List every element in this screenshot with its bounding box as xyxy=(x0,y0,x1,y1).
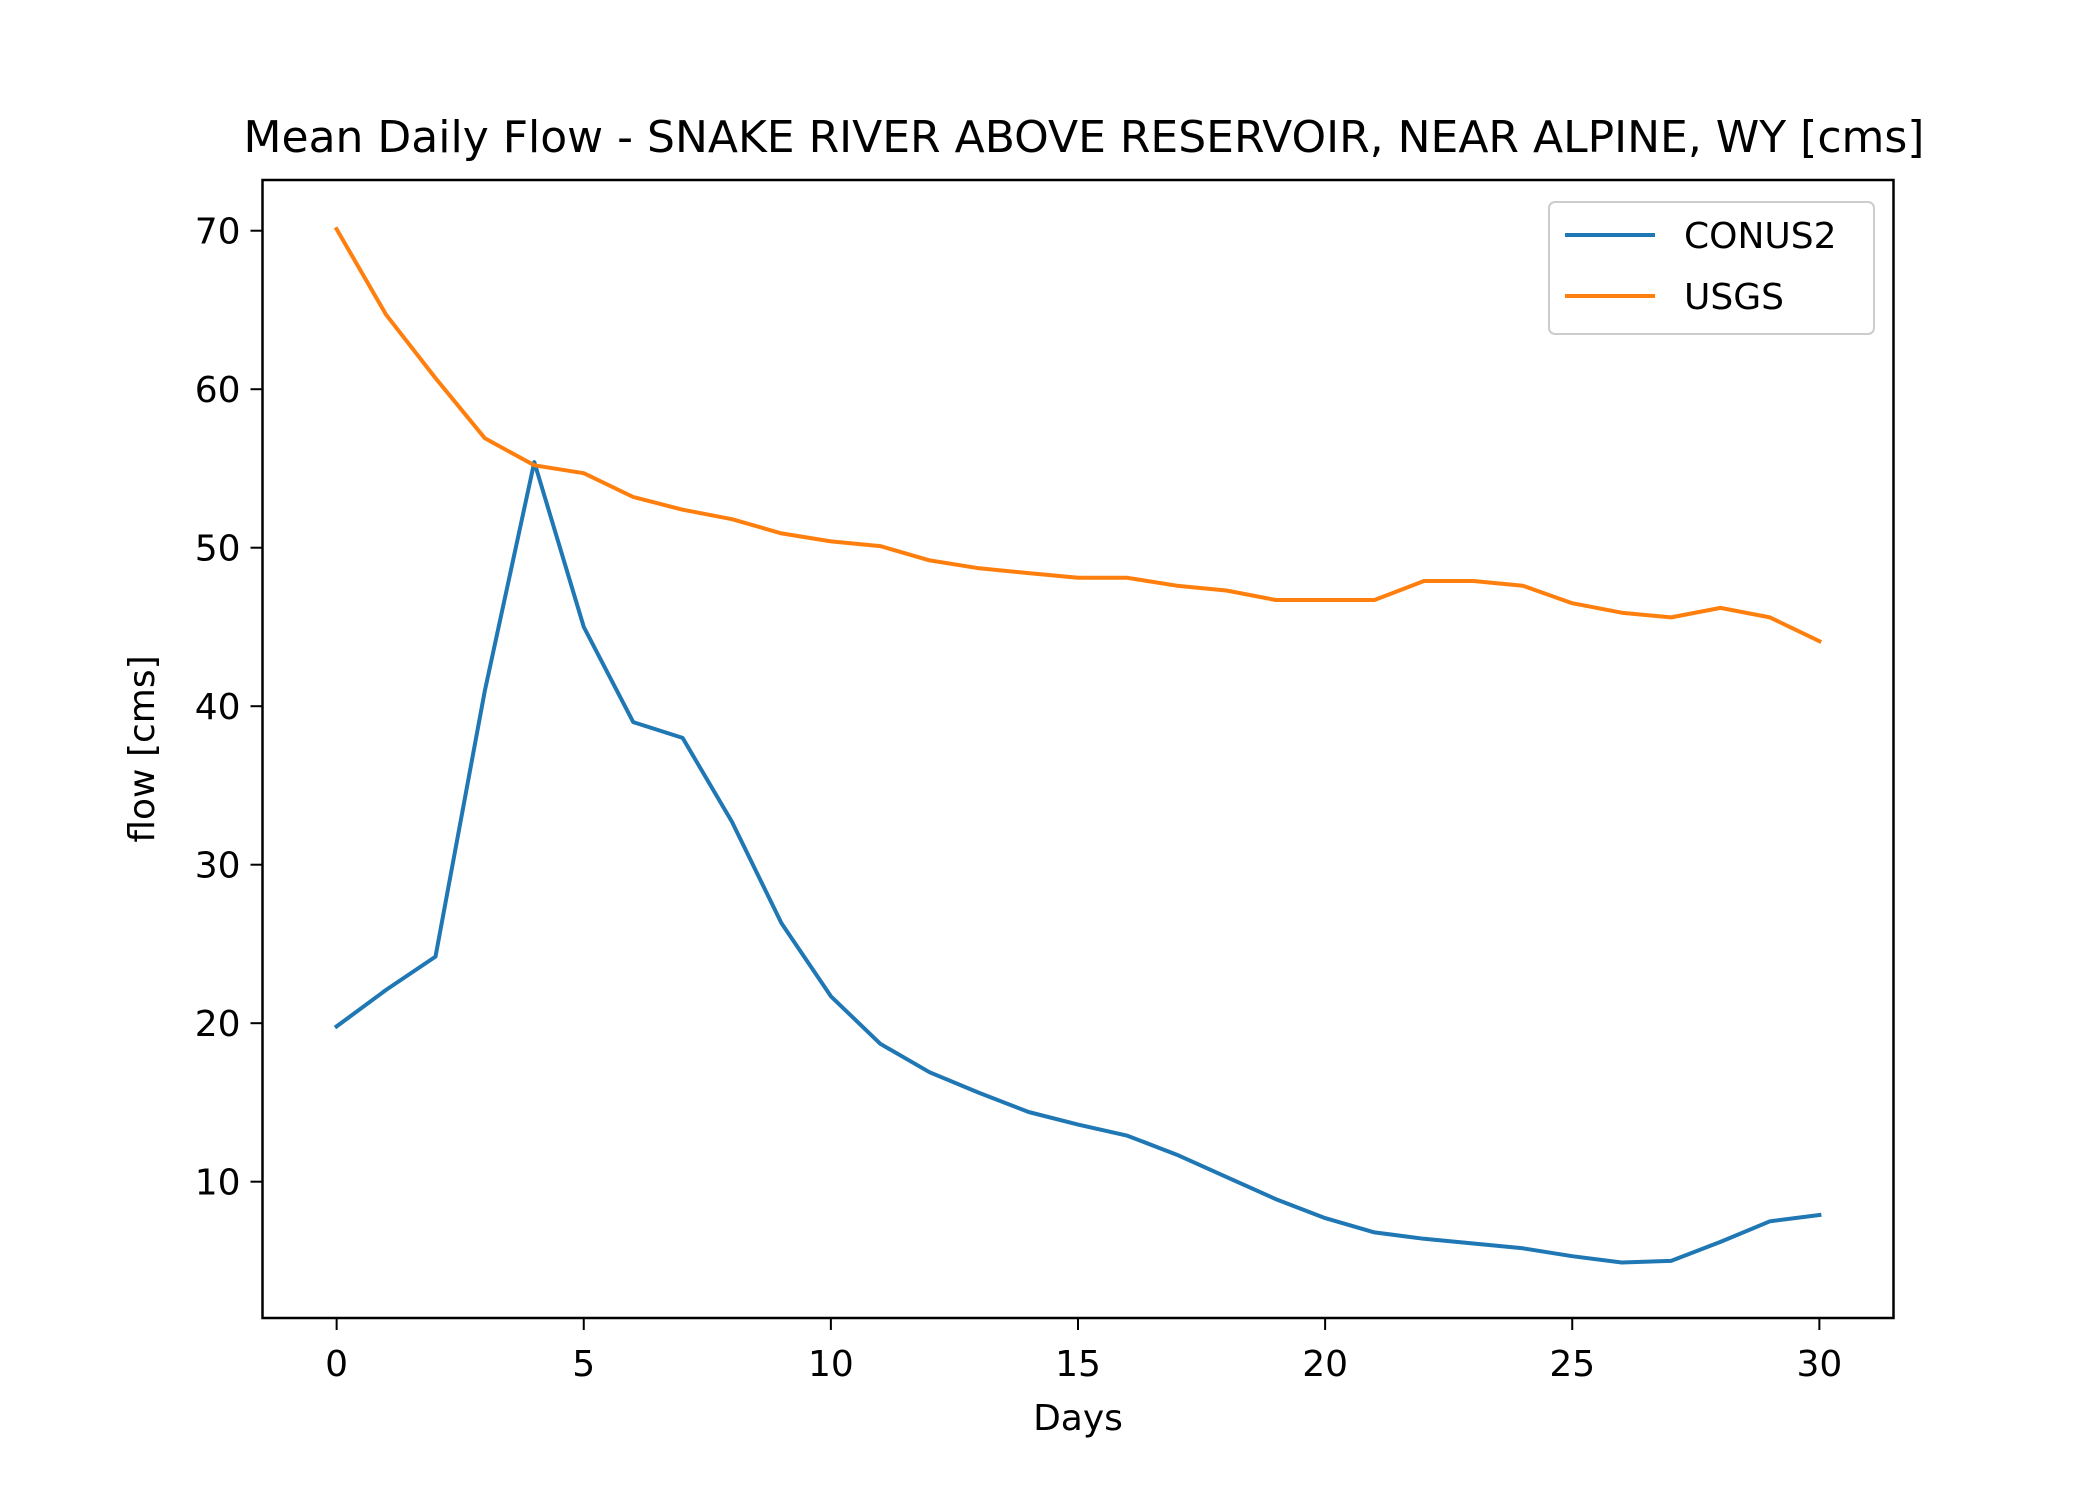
y-tick-label: 60 xyxy=(195,370,241,411)
x-tick-label: 30 xyxy=(1796,1344,1842,1385)
x-tick-label: 5 xyxy=(572,1344,595,1385)
y-tick-label: 20 xyxy=(195,1004,241,1045)
y-tick-label: 10 xyxy=(195,1163,241,1204)
x-axis-label: Days xyxy=(1033,1398,1123,1439)
x-tick-label: 20 xyxy=(1302,1344,1348,1385)
y-tick-label: 30 xyxy=(195,846,241,887)
y-tick-label: 70 xyxy=(195,212,241,253)
y-axis-label: flow [cms] xyxy=(122,655,163,842)
x-tick-label: 0 xyxy=(325,1344,348,1385)
x-tick-label: 10 xyxy=(808,1344,854,1385)
legend-label: CONUS2 xyxy=(1684,216,1837,257)
y-tick-label: 50 xyxy=(195,529,241,570)
legend: CONUS2 USGS xyxy=(1549,202,1874,334)
legend-label: USGS xyxy=(1684,277,1784,318)
y-tick-label: 40 xyxy=(195,687,241,728)
x-tick-label: 15 xyxy=(1055,1344,1101,1385)
x-tick-label: 25 xyxy=(1549,1344,1595,1385)
chart-title: Mean Daily Flow - SNAKE RIVER ABOVE RESE… xyxy=(244,112,1925,163)
